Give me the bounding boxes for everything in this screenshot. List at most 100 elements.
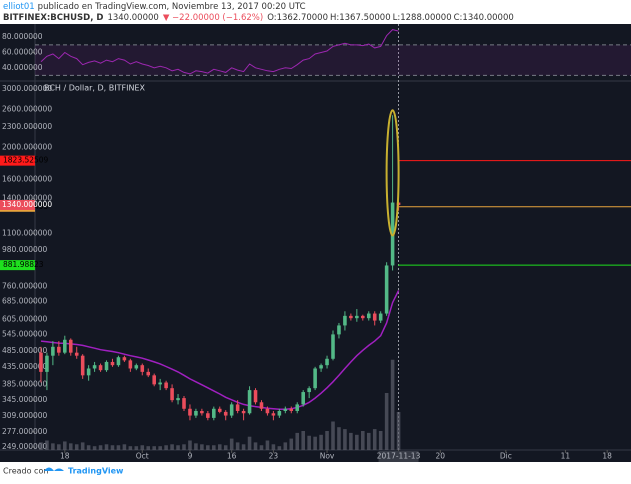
volume-bar <box>325 431 329 450</box>
volume-bar <box>301 431 305 450</box>
y-tick-label: 760.000000 <box>2 282 48 291</box>
volume-bar <box>277 446 282 450</box>
brand-logo <box>44 467 64 471</box>
y-tick-label: 435.000000 <box>2 362 48 371</box>
volume-bar <box>134 446 139 450</box>
last: 1340.00000 <box>107 13 158 23</box>
x-tick-label: Oct <box>136 452 149 461</box>
volume-bar <box>74 444 79 450</box>
candle-body <box>307 388 311 393</box>
brand[interactable]: TradingView <box>68 467 124 476</box>
volume-bar <box>241 444 246 450</box>
candle-body <box>86 368 91 376</box>
symbol-line: BITFINEX:BCHUSD, D 1340.00000 ▼ −22.00000 … <box>3 13 514 23</box>
candle-body <box>378 313 383 321</box>
y-tick-label: 249.000000 <box>2 442 48 451</box>
volume-bar <box>92 446 97 450</box>
volume-bar <box>331 421 335 450</box>
candle-body <box>152 375 156 385</box>
volume-bar <box>295 432 300 450</box>
volume-bar <box>343 429 347 450</box>
legend: BCH / Dollar, D, BITFINEX <box>44 84 145 93</box>
footer: Creado con <box>3 467 48 476</box>
x-tick-label: 23 <box>269 452 279 461</box>
y-tick-label: 309.000000 <box>2 411 48 420</box>
volume-bar <box>361 431 365 450</box>
x-tick-label: 18 <box>60 452 70 461</box>
rsi-tick-label: 60.000000 <box>2 48 43 57</box>
volume-bar <box>212 445 216 450</box>
volume-bar <box>307 435 311 450</box>
candle-body <box>265 408 270 414</box>
volume-bar <box>217 444 222 450</box>
volume-bar <box>57 444 61 450</box>
candle-body <box>235 404 240 411</box>
volume-bar <box>229 438 234 450</box>
y-tick-label: 345.000000 <box>2 395 48 404</box>
candle-body <box>140 365 145 372</box>
candle-body <box>104 361 109 371</box>
candle-body <box>63 339 67 353</box>
volume-bar <box>289 438 294 450</box>
candle-body <box>170 388 174 401</box>
candle-body <box>313 368 317 389</box>
y-tick-label: 485.000000 <box>2 346 48 355</box>
volume-bar <box>164 445 168 450</box>
volume-bar <box>176 445 180 450</box>
annotation-ellipse <box>385 109 400 237</box>
level-label-bg <box>0 155 35 166</box>
candle-body <box>39 352 43 372</box>
author[interactable]: elliot01 <box>3 2 35 12</box>
x-tick-label: 18 <box>602 452 612 461</box>
volume-bar <box>355 434 359 450</box>
candle-body <box>247 390 252 414</box>
volume-bar <box>271 444 276 450</box>
candle-body <box>295 404 300 411</box>
candle-body <box>45 355 49 372</box>
volume-bar <box>110 445 115 450</box>
volume-bar <box>39 442 43 450</box>
candle-body <box>384 265 389 314</box>
volume-bar <box>283 442 288 450</box>
candle-body <box>361 315 365 319</box>
ohlc: H:1367.50000 <box>330 13 391 23</box>
y-tick-label: 385.000000 <box>2 379 48 388</box>
candle-body <box>68 339 73 353</box>
y-tick-label: 277.000000 <box>2 427 48 436</box>
volume-bar <box>200 444 204 450</box>
candle-body <box>366 313 371 319</box>
header-bg <box>0 0 631 24</box>
y-tick-label: 2600.000000 <box>2 105 52 114</box>
y-tick-label: 605.000000 <box>2 314 48 323</box>
volume-bar <box>349 432 353 450</box>
candle-body <box>51 346 55 356</box>
rsi-line <box>40 29 399 75</box>
candle-body <box>116 357 121 366</box>
volume-bar <box>384 393 389 450</box>
volume-bar <box>337 427 341 450</box>
volume-bar <box>259 445 264 450</box>
candle-body <box>319 365 323 369</box>
candle-body <box>212 408 216 418</box>
volume-bar <box>182 444 186 450</box>
footer-bg <box>0 462 631 480</box>
candle-body <box>301 392 305 405</box>
volume-bar <box>104 444 109 450</box>
candle-body <box>128 360 133 369</box>
candle-body <box>122 357 127 361</box>
volume-bar <box>146 446 151 450</box>
volume-bar <box>372 429 377 450</box>
volume-bar <box>313 436 317 450</box>
header-line: elliot01 publicado en TradingView.com, No… <box>3 2 306 12</box>
y-tick-label: 1100.000000 <box>2 228 52 237</box>
candle-body <box>92 365 97 369</box>
volume-bar <box>265 440 270 450</box>
candle-body <box>253 390 258 403</box>
volume-bar <box>390 359 395 450</box>
x-cursor-box <box>378 451 419 462</box>
symbol: BITFINEX:BCHUSD, D <box>3 13 103 23</box>
candle-body <box>343 315 347 326</box>
volume-bar <box>223 445 228 450</box>
volume-bar <box>206 445 210 450</box>
